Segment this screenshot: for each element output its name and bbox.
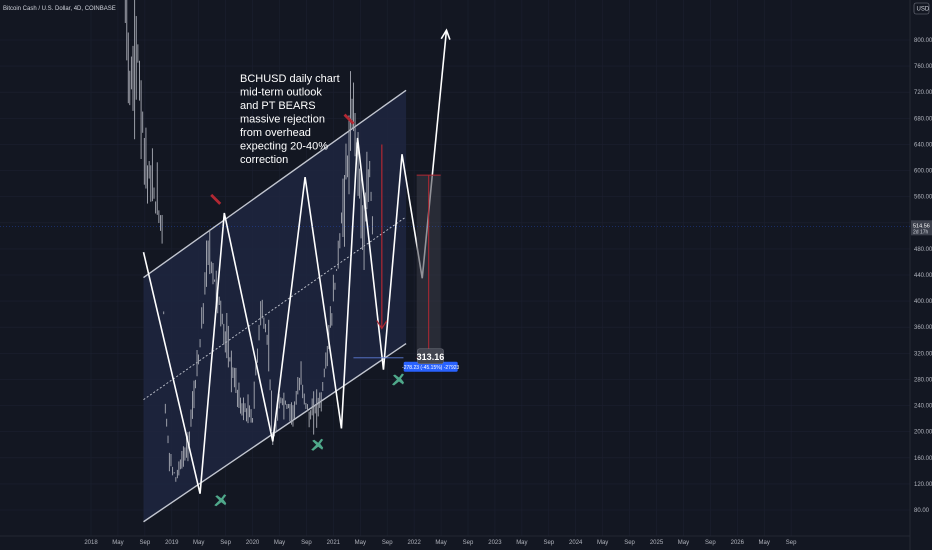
x-tick-label: May (678, 540, 689, 546)
currency-label: USD (917, 7, 930, 13)
x-tick-label: Sep (786, 540, 797, 546)
zigzag-line[interactable] (142, 30, 448, 494)
x-tick-label: 2023 (488, 540, 502, 546)
bear-hand-icon (343, 113, 355, 125)
x-tick-label: May (759, 540, 770, 546)
measure-label-text: -278.23 (-45.15%) -27923 (402, 365, 459, 371)
x-tick-label: Sep (624, 540, 635, 546)
x-tick-label: 2021 (327, 540, 341, 546)
channel-median-line[interactable] (143, 216, 407, 401)
y-tick-label: 800.00 (914, 38, 932, 44)
x-tick-label: Sep (220, 540, 231, 546)
y-tick-label: 120.00 (914, 482, 932, 488)
annotation-line: mid-term outlook (240, 87, 322, 99)
annotation-line: BCHUSD daily chart (240, 73, 340, 85)
y-tick-label: 160.00 (914, 456, 932, 462)
x-tick-label: Sep (140, 540, 151, 546)
channel-fill (143, 90, 407, 522)
x-tick-label: 2022 (407, 540, 421, 546)
candle-series (124, 0, 373, 482)
annotation-line: massive rejection (240, 114, 325, 126)
rejection-arrowhead (376, 320, 388, 330)
plane-icon (214, 494, 227, 507)
x-tick-label: Sep (301, 540, 312, 546)
x-tick-label: 2026 (731, 540, 745, 546)
y-tick-label: 280.00 (914, 377, 932, 383)
currency-button[interactable]: USD (913, 2, 930, 15)
price-label[interactable]: 313.16 (417, 348, 445, 365)
annotation-line: correction (240, 154, 288, 166)
x-tick-label: May (435, 540, 446, 546)
x-tick-label: 2018 (84, 540, 98, 546)
y-tick-label: 440.00 (914, 273, 932, 279)
x-tick-label: Sep (382, 540, 393, 546)
y-tick-label: 400.00 (914, 299, 932, 305)
x-tick-label: 2024 (569, 540, 583, 546)
y-tick-label: 480.00 (914, 247, 932, 253)
zigzag-projection[interactable] (142, 28, 451, 494)
x-tick-label: May (274, 540, 285, 546)
x-tick-label: May (597, 540, 608, 546)
x-tick-label: Sep (705, 540, 716, 546)
x-tick-label: Sep (543, 540, 554, 546)
price-label-text: 313.16 (417, 352, 445, 362)
bear-hand-icon (210, 193, 222, 205)
countdown-text: 2d 17h (913, 229, 929, 235)
y-tick-label: 320.00 (914, 351, 932, 357)
measure-label: -278.23 (-45.15%) -27923 (402, 361, 460, 372)
x-tick-label: May (112, 540, 123, 546)
y-tick-label: 560.00 (914, 195, 932, 201)
zigzag-arrowhead (440, 28, 451, 40)
channel-upper-line[interactable] (143, 89, 407, 279)
current-price-text: 514.56 (913, 223, 930, 229)
x-tick-label: 2020 (246, 540, 260, 546)
y-tick-label: 760.00 (914, 64, 932, 70)
symbol-title: Bitcoin Cash / U.S. Dollar, 4D, COINBASE (3, 6, 116, 12)
y-tick-label: 360.00 (914, 325, 932, 331)
time-axis[interactable]: 2018 May Sep 2019 May Sep 2020 May Sep 2021 May Sep… (0, 535, 910, 546)
x-tick-label: May (516, 540, 527, 546)
y-tick-label: 680.00 (914, 116, 932, 122)
x-tick-label: 2025 (650, 540, 664, 546)
drawings-layer[interactable]: -278.23 (-45.15%) -27923 313.16 (210, 113, 460, 507)
plane-icon (311, 438, 324, 451)
x-tick-label: 2019 (165, 540, 179, 546)
x-tick-label: May (193, 540, 204, 546)
annotation-line: expecting 20-40% (240, 141, 328, 153)
annotation-line: and PT BEARS (240, 100, 316, 112)
plane-icon (391, 373, 404, 386)
y-tick-label: 80.00 (914, 508, 930, 514)
y-tick-label: 720.00 (914, 90, 932, 96)
y-tick-label: 200.00 (914, 430, 932, 436)
x-tick-label: Sep (463, 540, 474, 546)
y-tick-label: 640.00 (914, 142, 932, 148)
y-tick-label: 240.00 (914, 404, 932, 410)
x-tick-label: May (355, 540, 366, 546)
annotation-line: from overhead (240, 127, 311, 139)
y-tick-label: 600.00 (914, 169, 932, 175)
